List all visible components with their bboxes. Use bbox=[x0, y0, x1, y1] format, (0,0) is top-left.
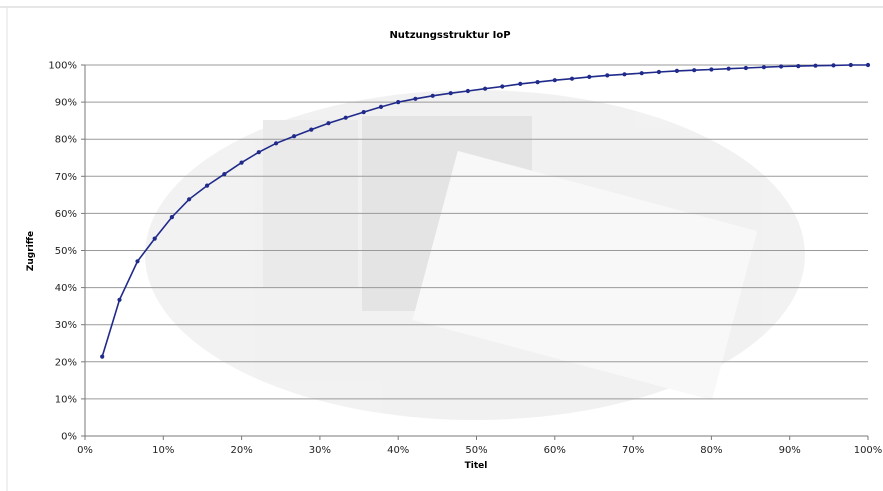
y-tick-label: 80% bbox=[55, 135, 77, 146]
data-point bbox=[518, 81, 523, 86]
data-point bbox=[326, 121, 331, 126]
x-tick-label: 30% bbox=[309, 445, 331, 456]
data-point bbox=[135, 259, 140, 264]
x-tick-label: 0% bbox=[77, 445, 93, 456]
data-point bbox=[848, 62, 853, 68]
grid bbox=[85, 64, 868, 400]
data-point bbox=[465, 88, 470, 94]
data-point bbox=[865, 62, 871, 68]
y-tick-label: 90% bbox=[55, 98, 77, 109]
y-tick-label: 70% bbox=[55, 172, 77, 183]
data-point bbox=[187, 197, 192, 202]
data-point bbox=[205, 183, 210, 188]
data-point bbox=[674, 68, 680, 73]
y-tick-label: 30% bbox=[55, 320, 77, 331]
data-point bbox=[256, 150, 261, 155]
y-axis-ticks: 0% 10% 20% 30% 40% 50% 60% 70% 80% 90% 100% bbox=[48, 61, 85, 443]
data-point bbox=[413, 96, 418, 101]
data-point bbox=[430, 93, 435, 98]
x-axis-title: Titel bbox=[465, 461, 488, 471]
data-point bbox=[152, 236, 157, 241]
y-tick-label: 40% bbox=[55, 283, 77, 294]
data-point bbox=[292, 134, 297, 139]
y-tick-label: 100% bbox=[48, 61, 77, 72]
data-point bbox=[500, 84, 505, 89]
data-point bbox=[343, 115, 348, 120]
data-point bbox=[448, 91, 453, 96]
data-point bbox=[309, 127, 314, 132]
data-point bbox=[361, 110, 366, 115]
y-tick-label: 20% bbox=[55, 357, 77, 368]
data-point bbox=[169, 215, 174, 220]
data-point bbox=[569, 76, 575, 81]
data-point bbox=[483, 86, 488, 91]
x-tick-label: 20% bbox=[230, 445, 252, 456]
data-point bbox=[622, 72, 627, 77]
data-point bbox=[831, 63, 836, 68]
data-point bbox=[692, 68, 697, 73]
y-tick-label: 0% bbox=[61, 432, 77, 443]
y-axis-title: Zugriffe bbox=[26, 231, 36, 271]
data-point bbox=[587, 74, 592, 79]
data-point bbox=[743, 65, 749, 71]
data-point bbox=[813, 63, 818, 68]
data-point bbox=[117, 297, 122, 302]
data-point bbox=[796, 64, 801, 69]
x-tick-label: 90% bbox=[779, 445, 801, 456]
data-point bbox=[639, 71, 644, 76]
data-point bbox=[535, 80, 540, 85]
x-tick-label: 10% bbox=[152, 445, 174, 456]
x-tick-label: 70% bbox=[622, 445, 644, 456]
x-tick-label: 40% bbox=[387, 445, 409, 456]
data-point bbox=[761, 65, 767, 70]
x-tick-label: 80% bbox=[700, 445, 722, 456]
data-point bbox=[656, 69, 662, 75]
y-tick-label: 50% bbox=[55, 246, 77, 257]
chart-title: Nutzungsstruktur IoP bbox=[389, 30, 510, 41]
data-point bbox=[100, 354, 105, 359]
data-point bbox=[222, 172, 227, 177]
x-tick-label: 100% bbox=[854, 445, 883, 456]
data-point bbox=[396, 100, 401, 105]
data-point bbox=[274, 141, 279, 146]
data-point bbox=[605, 73, 610, 78]
series-group bbox=[100, 62, 871, 359]
x-tick-label: 50% bbox=[465, 445, 487, 456]
data-point bbox=[726, 66, 731, 71]
data-point bbox=[239, 160, 244, 165]
data-point bbox=[552, 78, 557, 83]
y-tick-label: 10% bbox=[55, 394, 77, 405]
data-point bbox=[779, 64, 784, 69]
data-point bbox=[709, 67, 714, 72]
x-tick-label: 60% bbox=[544, 445, 566, 456]
y-tick-label: 60% bbox=[55, 209, 77, 220]
x-axis-ticks: 0% 10% 20% 30% 40% 50% 60% 70% 80% 90% 100% bbox=[77, 436, 882, 456]
data-point bbox=[378, 104, 384, 109]
